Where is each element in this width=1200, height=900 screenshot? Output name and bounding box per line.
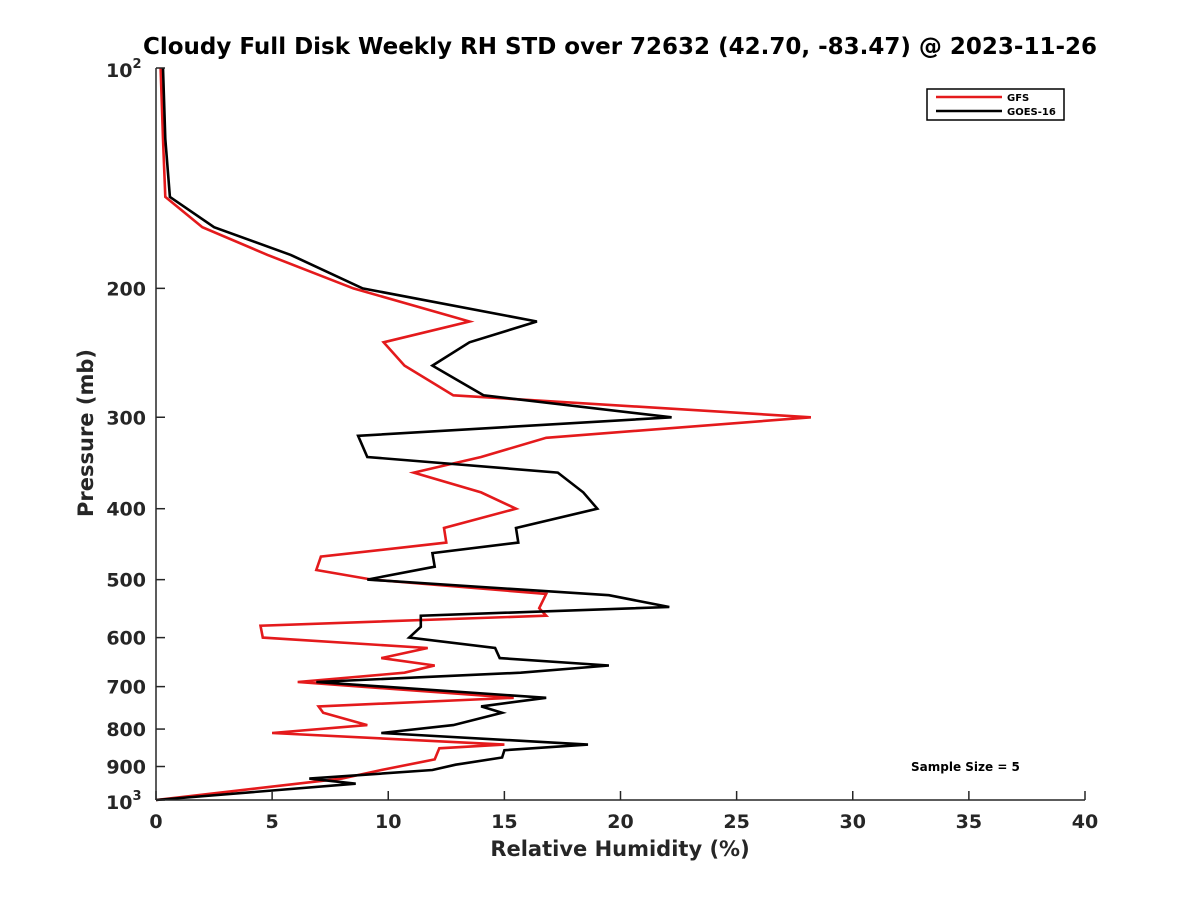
y-tick-label: 103 [106,789,142,814]
x-tick-label: 30 [840,811,866,833]
x-tick-label: 5 [266,811,279,833]
x-tick-label: 0 [149,811,162,833]
legend-label-goes16: GOES-16 [1007,107,1056,118]
y-tick-label: 200 [106,278,146,300]
series-line-gfs [155,67,812,802]
legend-box [926,88,1065,121]
x-tick-label: 35 [956,811,982,833]
y-tick-label: 800 [106,719,146,741]
y-tick-label: 700 [106,677,146,699]
x-tick-label: 15 [491,811,517,833]
legend-label-gfs: GFS [1007,93,1029,104]
x-tick-label: 10 [375,811,401,833]
x-tick-label: 40 [1072,811,1098,833]
series-layer [155,67,812,802]
x-axis-label: Relative Humidity (%) [490,837,749,861]
axes: 0 5 10 15 20 25 30 35 40 102 200 300 400 500 600 700 800… [106,57,1098,833]
legend: GFS GOES-16 [926,88,1065,121]
chart-title: Cloudy Full Disk Weekly RH STD over 7263… [143,34,1097,60]
x-tick-label: 25 [723,811,749,833]
x-tick-label: 20 [607,811,633,833]
y-tick-label: 900 [106,757,146,779]
sample-size-annotation: Sample Size = 5 [911,760,1020,774]
y-tick-label: 102 [106,57,142,82]
y-tick-label: 400 [106,499,146,521]
y-tick-label: 300 [106,407,146,429]
y-axis-label: Pressure (mb) [74,349,98,517]
y-tick-label: 600 [106,628,146,650]
y-tick-label: 500 [106,570,146,592]
series-line-goes16 [155,67,672,802]
